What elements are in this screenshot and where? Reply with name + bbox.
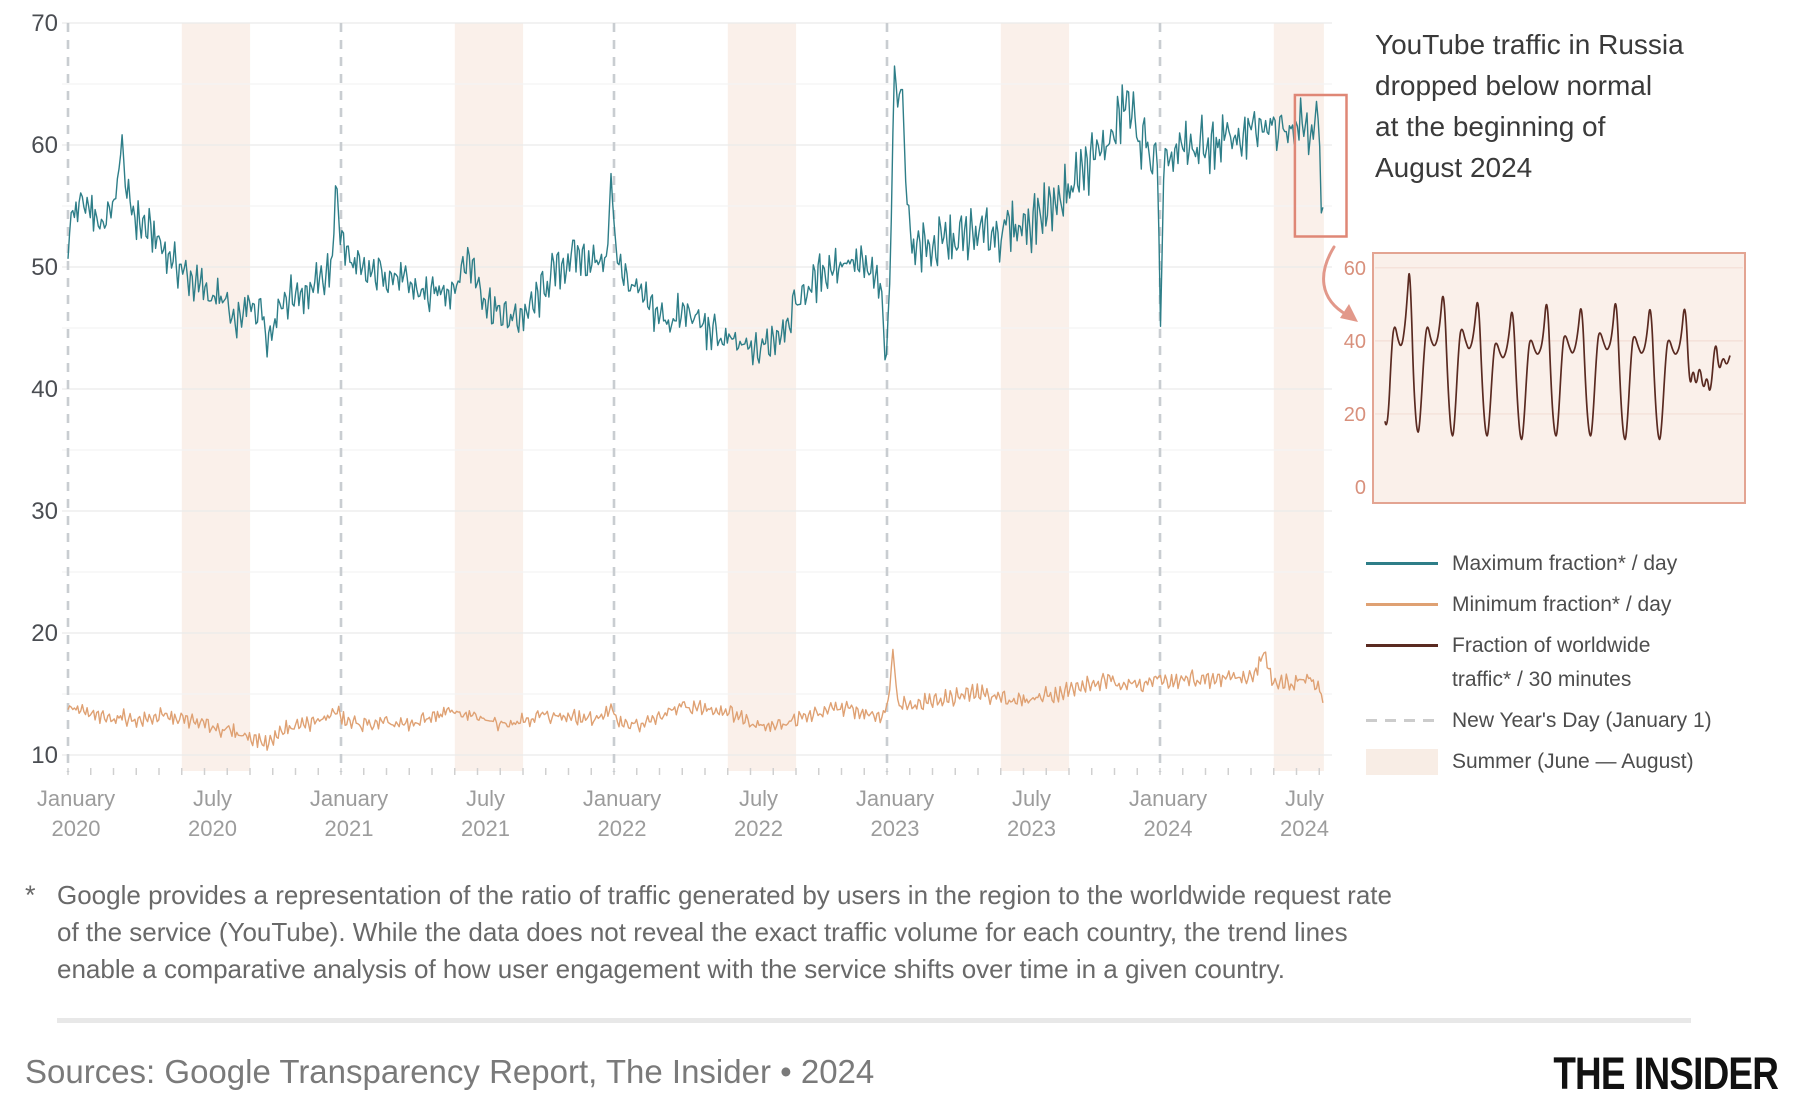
legend-swatch-line	[1366, 588, 1438, 606]
svg-text:2021: 2021	[325, 816, 374, 841]
svg-text:July: July	[739, 786, 778, 811]
legend-swatch-dashed	[1366, 704, 1438, 722]
y-axis-labels: 70 60 50 40 30 20 10	[31, 10, 58, 769]
legend: Maximum fraction* / day Minimum fraction*…	[1366, 547, 1786, 786]
svg-text:2023: 2023	[1007, 816, 1056, 841]
legend-swatch-line	[1366, 547, 1438, 565]
divider-line	[57, 1018, 1691, 1023]
new-year-lines	[66, 23, 1162, 772]
svg-text:2024: 2024	[1280, 816, 1329, 841]
legend-item: Fraction of worldwide traffic* / 30 minut…	[1366, 629, 1786, 697]
inset-series-line	[1384, 272, 1731, 441]
main-chart: 70605040302010January2020July2020January…	[31, 10, 1746, 841]
svg-text:60: 60	[1344, 258, 1366, 280]
chart-annotation: YouTube traffic in Russia dropped below n…	[1375, 24, 1785, 188]
svg-text:60: 60	[31, 132, 58, 159]
svg-text:2024: 2024	[1144, 816, 1193, 841]
svg-text:30: 30	[31, 498, 58, 525]
svg-text:40: 40	[31, 376, 58, 403]
svg-text:20: 20	[1344, 404, 1366, 426]
max-series-line	[67, 65, 1324, 366]
legend-label: New Year's Day (January 1)	[1452, 709, 1712, 732]
footnote-text: Google provides a representation of the …	[57, 877, 1392, 988]
annotation-line: dropped below normal	[1375, 70, 1653, 101]
legend-label: Minimum fraction* / day	[1452, 593, 1672, 616]
arrow-curve	[1322, 245, 1358, 322]
footnote-line: of the service (YouTube). While the data…	[57, 917, 1348, 947]
svg-text:July: July	[1285, 786, 1324, 811]
legend-item: Summer (June — August)	[1366, 745, 1786, 779]
legend-swatch-band	[1366, 745, 1438, 775]
highlight-box	[1293, 93, 1348, 238]
inset-chart: 60 40 20 0	[1344, 252, 1746, 504]
legend-label: Fraction of worldwide traffic* / 30 minut…	[1452, 634, 1651, 691]
month-ticks	[67, 768, 1320, 775]
svg-text:July: July	[466, 786, 505, 811]
footnote-asterisk: *	[25, 880, 36, 910]
svg-text:January: January	[583, 786, 661, 811]
legend-item: New Year's Day (January 1)	[1366, 704, 1786, 738]
legend-label: Maximum fraction* / day	[1452, 552, 1678, 575]
svg-text:2021: 2021	[461, 816, 510, 841]
svg-text:20: 20	[31, 620, 58, 647]
sources-text: Sources: Google Transparency Report, The…	[25, 1053, 875, 1090]
publisher-logo: THE INSIDER	[1553, 1048, 1779, 1099]
svg-text:January: January	[1129, 786, 1207, 811]
svg-text:70: 70	[31, 10, 58, 37]
gridlines	[62, 22, 1332, 756]
min-series-line	[67, 648, 1324, 751]
legend-swatch-line	[1366, 629, 1438, 647]
svg-text:July: July	[193, 786, 232, 811]
annotation-line: August 2024	[1375, 152, 1533, 183]
svg-text:40: 40	[1344, 331, 1366, 353]
svg-text:10: 10	[31, 742, 58, 769]
footnote-line: Google provides a representation of the …	[57, 880, 1392, 910]
svg-text:January: January	[310, 786, 388, 811]
svg-text:January: January	[37, 786, 115, 811]
svg-text:July: July	[1012, 786, 1051, 811]
svg-text:2022: 2022	[734, 816, 783, 841]
x-axis-labels: January 2020 July 2020 January 2021 July 2021 Ja…	[37, 786, 1329, 841]
legend-item: Minimum fraction* / day	[1366, 588, 1786, 622]
footnote: * Google provides a representation of th…	[25, 877, 1392, 988]
svg-text:0: 0	[1355, 477, 1366, 499]
svg-text:2022: 2022	[598, 816, 647, 841]
svg-text:January: January	[856, 786, 934, 811]
svg-text:2020: 2020	[188, 816, 237, 841]
annotation-line: at the beginning of	[1375, 111, 1606, 142]
svg-text:2023: 2023	[871, 816, 920, 841]
annotation-line: YouTube traffic in Russia	[1375, 29, 1684, 60]
svg-text:50: 50	[31, 254, 58, 281]
summer-bands	[181, 23, 1324, 771]
footnote-line: enable a comparative analysis of how use…	[57, 954, 1285, 984]
legend-label: Summer (June — August)	[1452, 750, 1694, 773]
legend-item: Maximum fraction* / day	[1366, 547, 1786, 581]
svg-text:2020: 2020	[52, 816, 101, 841]
